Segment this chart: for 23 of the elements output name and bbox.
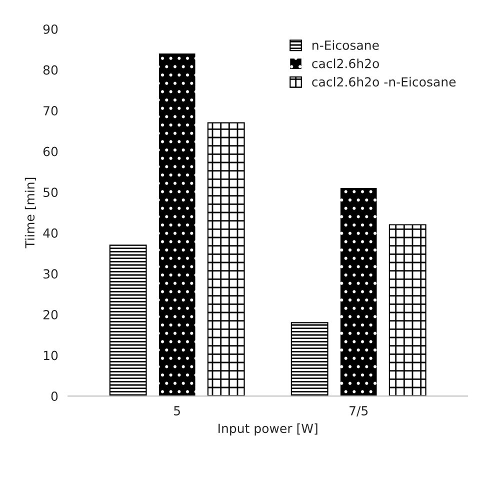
legend-label: cacl2.6h2o bbox=[312, 58, 379, 68]
y-tick-label: 30 bbox=[44, 269, 58, 279]
legend-label: n-Eicosane bbox=[312, 40, 379, 50]
y-tick-label: 70 bbox=[44, 106, 58, 116]
bar bbox=[207, 122, 245, 396]
legend-label: cacl2.6h2o -n-Eicosane bbox=[312, 76, 456, 87]
x-axis-title: Input power [W] bbox=[218, 423, 318, 436]
y-tick-label: 0 bbox=[51, 392, 58, 401]
bar bbox=[290, 322, 328, 396]
bar bbox=[109, 244, 147, 396]
y-tick-label: 50 bbox=[44, 188, 58, 198]
bar bbox=[340, 188, 377, 396]
bar bbox=[388, 224, 426, 396]
y-tick-label: 90 bbox=[43, 24, 58, 34]
y-axis-title: Tiime [min] bbox=[24, 178, 36, 248]
y-tick-label: 40 bbox=[43, 228, 58, 238]
x-tick-label: 7/5 bbox=[350, 406, 368, 416]
x-tick-label: 5 bbox=[174, 406, 180, 416]
y-tick-label: 80 bbox=[43, 65, 58, 75]
y-tick-label: 10 bbox=[44, 350, 58, 360]
y-tick-label: 20 bbox=[43, 310, 58, 320]
bar bbox=[158, 53, 196, 396]
y-tick-label: 60 bbox=[43, 146, 58, 156]
